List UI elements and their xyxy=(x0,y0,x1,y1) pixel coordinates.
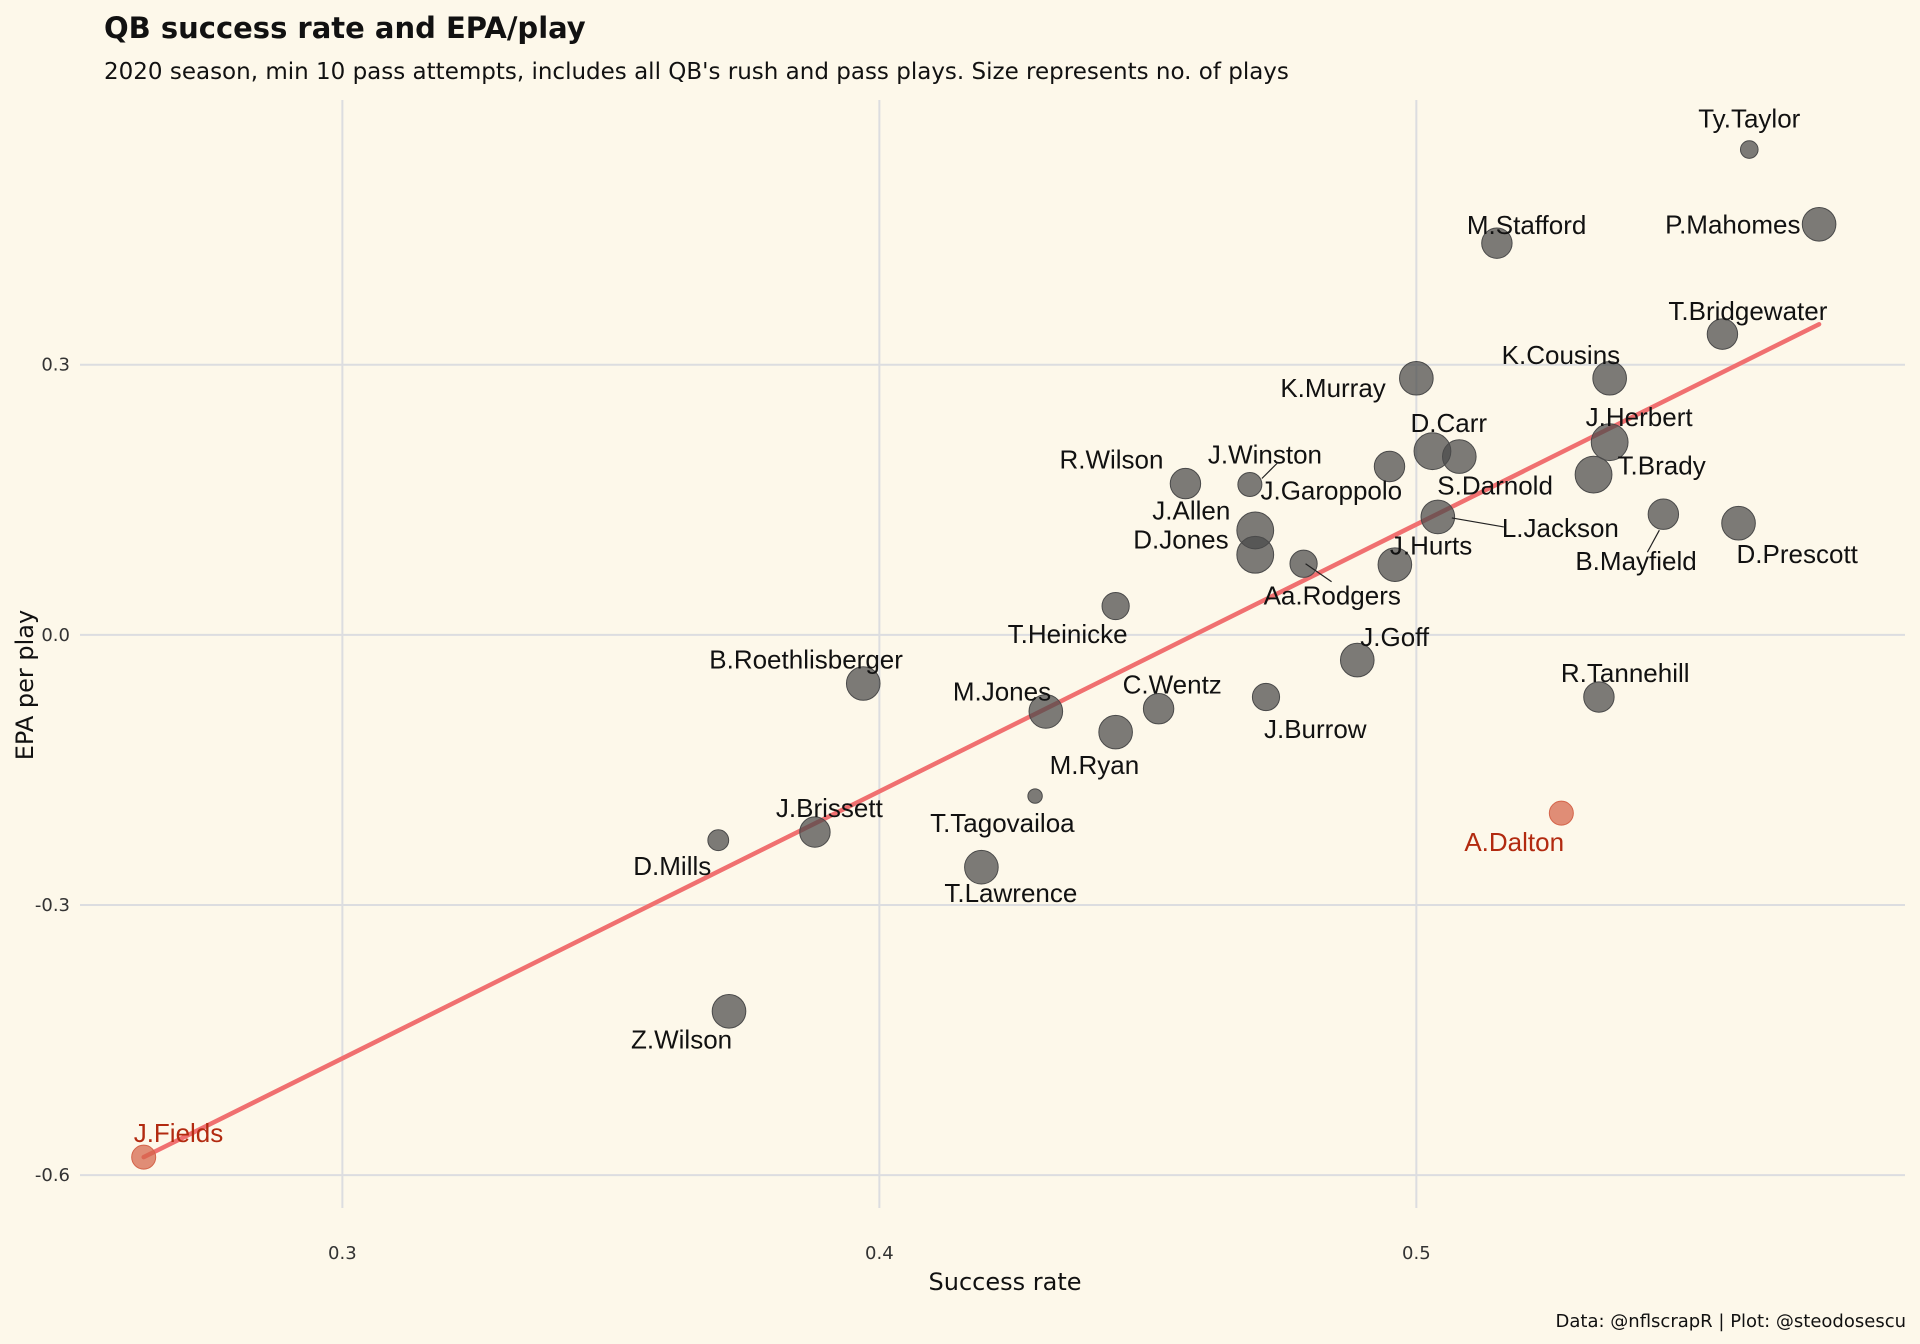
scatter-point xyxy=(1590,423,1629,462)
point-label: J.Herbert xyxy=(1586,402,1694,432)
scatter-point xyxy=(799,816,831,848)
label-leader-line xyxy=(1451,517,1504,528)
tick-labels-layer: 0.3 0.4 0.5 -0.6 -0.3 0.0 0.3 xyxy=(35,355,1431,1264)
chart-subtitle: 2020 season, min 10 pass attempts, inclu… xyxy=(104,59,1289,85)
point-label: B.Mayfield xyxy=(1575,546,1696,576)
scatter-point xyxy=(1399,360,1434,396)
scatter-point xyxy=(1442,439,1477,474)
label-leader-line xyxy=(1261,462,1279,479)
scatter-point xyxy=(707,829,730,852)
point-label: J.Goff xyxy=(1360,622,1430,652)
point-label: D.Jones xyxy=(1133,525,1228,555)
x-tick-label: 0.5 xyxy=(1402,1243,1431,1264)
gridlines xyxy=(80,100,1905,1208)
point-label: J.Brissett xyxy=(776,793,884,823)
point-label: T.Brady xyxy=(1618,451,1706,481)
scatter-point xyxy=(711,993,747,1029)
scatter-point xyxy=(964,849,999,885)
y-tick-label: 0.0 xyxy=(41,625,70,646)
point-label: Z.Wilson xyxy=(631,1024,732,1054)
point-label: M.Ryan xyxy=(1050,750,1140,780)
point-label: R.Wilson xyxy=(1059,445,1163,475)
x-tick-label: 0.4 xyxy=(865,1243,894,1264)
scatter-point xyxy=(1801,206,1837,242)
scatter-point xyxy=(1339,642,1375,678)
point-label: P.Mahomes xyxy=(1665,209,1800,239)
points-layer xyxy=(131,140,1837,1170)
scatter-point xyxy=(1739,140,1759,159)
point-label: T.Tagovailoa xyxy=(930,808,1075,838)
point-label: J.Burrow xyxy=(1264,714,1367,744)
point-label: C.Wentz xyxy=(1123,670,1222,700)
scatter-point xyxy=(1721,505,1756,541)
point-label: B.Roethlisberger xyxy=(709,645,903,675)
scatter-point xyxy=(1098,714,1133,750)
point-label: M.Stafford xyxy=(1467,210,1586,240)
point-label: D.Carr xyxy=(1410,408,1487,438)
scatter-point xyxy=(1574,455,1613,494)
scatter-point xyxy=(1647,498,1680,530)
scatter-point xyxy=(1028,694,1064,729)
scatter-point xyxy=(1169,467,1202,500)
scatter-point xyxy=(1420,499,1456,535)
point-label: J.Fields xyxy=(134,1118,224,1148)
chart-caption: Data: @nflscrapR | Plot: @steodosescu xyxy=(1556,1311,1906,1332)
scatter-point xyxy=(1237,472,1263,498)
point-label: S.Darnold xyxy=(1437,471,1553,501)
scatter-point xyxy=(1548,800,1574,826)
y-tick-label: -0.3 xyxy=(35,895,70,916)
scatter-point xyxy=(845,666,881,701)
scatter-point xyxy=(1706,318,1739,350)
point-labels-layer: Ty.Taylor P.Mahomes M.Stafford T.Bridgewate… xyxy=(134,104,1859,1149)
x-axis-title: Success rate xyxy=(929,1268,1082,1296)
point-label: J.Allen xyxy=(1152,495,1230,525)
scatter-point xyxy=(1027,788,1043,804)
point-label: T.Heinicke xyxy=(1008,619,1128,649)
point-label: K.Cousins xyxy=(1502,340,1621,370)
trend-line xyxy=(141,321,1822,1160)
point-label: L.Jackson xyxy=(1502,513,1619,543)
y-tick-label: -0.6 xyxy=(35,1165,70,1186)
point-label: Ty.Taylor xyxy=(1698,104,1800,134)
point-label: D.Mills xyxy=(633,851,711,881)
chart-title: QB success rate and EPA/play xyxy=(104,11,586,45)
point-label: A.Dalton xyxy=(1464,827,1564,857)
scatter-point xyxy=(1236,535,1275,574)
point-label: J.Winston xyxy=(1208,440,1322,470)
scatter-point xyxy=(1377,547,1413,582)
scatter-point xyxy=(1592,360,1627,396)
scatter-point xyxy=(131,1144,157,1170)
point-label: K.Murray xyxy=(1280,373,1385,403)
scatter-point xyxy=(1251,682,1281,712)
point-label: J.Garoppolo xyxy=(1260,475,1402,505)
point-label: M.Jones xyxy=(953,676,1051,706)
scatter-point xyxy=(1289,549,1318,578)
scatter-point xyxy=(1481,227,1513,259)
scatter-point xyxy=(1142,693,1175,725)
point-label: D.Prescott xyxy=(1737,539,1859,569)
scatter-point xyxy=(1101,591,1130,621)
y-tick-label: 0.3 xyxy=(41,355,70,376)
point-label: T.Lawrence xyxy=(944,878,1077,908)
point-label: T.Bridgewater xyxy=(1668,296,1827,326)
scatter-point xyxy=(1373,450,1406,483)
trend-line-layer xyxy=(141,321,1822,1160)
x-tick-label: 0.3 xyxy=(328,1243,357,1264)
y-axis-title: EPA per play xyxy=(11,610,39,760)
label-leader-line xyxy=(1305,563,1332,583)
scatter-point xyxy=(1583,681,1615,713)
point-label: Aa.Rodgers xyxy=(1264,581,1401,611)
point-label: R.Tannehill xyxy=(1561,658,1690,688)
point-label: J.Hurts xyxy=(1390,531,1472,561)
label-leader-line xyxy=(1646,529,1660,553)
